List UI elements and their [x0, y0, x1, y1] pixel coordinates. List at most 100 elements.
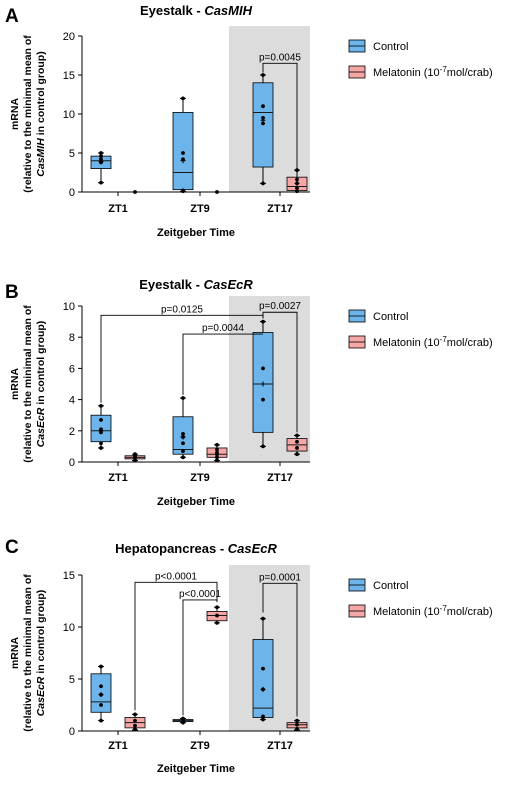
data-point — [215, 447, 219, 452]
data-point — [99, 446, 103, 450]
data-point — [181, 96, 185, 101]
y-axis-label-line: mRNA — [9, 637, 21, 670]
box — [172, 112, 194, 191]
data-point — [133, 723, 137, 728]
melatonin-box-zt1 — [124, 712, 146, 731]
y-axis-label-text: in control group) — [35, 590, 47, 677]
y-axis-label-line: CasMIH in control group) — [35, 51, 47, 176]
melatonin-box-zt1 — [124, 452, 146, 463]
data-point — [99, 403, 103, 408]
chart-title: Eyestalk - CasEcR — [139, 277, 253, 292]
data-point — [181, 396, 185, 400]
data-point — [99, 417, 103, 422]
y-axis-label-text: in control group) — [35, 51, 47, 138]
chart-title-text: Eyestalk - — [140, 3, 204, 18]
bracket-line — [134, 581, 218, 711]
data-point — [295, 186, 299, 191]
data-point — [295, 189, 299, 194]
y-tick-label: 20 — [63, 31, 75, 43]
x-tick-label: ZT1 — [108, 740, 128, 752]
bracket-line — [262, 311, 298, 433]
data-point — [215, 450, 219, 455]
melatonin-box-zt9 — [206, 442, 228, 463]
data-point — [215, 442, 219, 447]
p-value-label: p<0.0001 — [179, 589, 221, 600]
y-tick-label: 10 — [63, 622, 75, 634]
x-tick-label: ZT1 — [108, 472, 128, 484]
legend-label-control: Control — [373, 580, 408, 592]
legend-label-melatonin: Melatonin (10-7mol/crab) — [373, 65, 493, 79]
bracket-line — [262, 62, 298, 169]
bracket-line — [182, 599, 218, 716]
y-tick-label: 0 — [69, 187, 75, 199]
mean-marker — [294, 180, 300, 186]
chart-title-text: Hepatopancreas - — [115, 541, 228, 556]
y-tick-label: 6 — [69, 363, 75, 375]
data-point — [295, 433, 299, 438]
data-point — [99, 703, 103, 707]
y-tick-label: 8 — [69, 332, 75, 344]
legend-label-melatonin: Melatonin (10-7mol/crab) — [373, 335, 493, 349]
significance-bracket: p=0.0045 — [259, 52, 301, 169]
data-point — [295, 177, 299, 182]
data-point — [215, 605, 219, 610]
chart-title-gene: CasEcR — [228, 541, 278, 556]
melatonin-box-zt17 — [286, 168, 308, 194]
data-point — [295, 439, 299, 444]
significance-bracket: p=0.0001 — [259, 572, 301, 717]
y-tick-label: 10 — [63, 301, 75, 313]
panel-a: A Eyestalk - CasMIH 0 5 10 15 20 ZT1 ZT9 ZT17 Zeit… — [5, 3, 493, 239]
y-axis-label: mRNA (relative to the minimal mean of CasE… — [9, 305, 47, 463]
data-point — [295, 446, 299, 450]
significance-bracket: p<0.0001 — [134, 571, 218, 711]
legend-label-part: Melatonin (10 — [373, 67, 440, 79]
y-axis-label-gene: CasEcR — [35, 407, 47, 447]
mean-marker — [260, 381, 266, 387]
mean-marker — [180, 434, 186, 440]
x-axis-label: Zeitgeber Time — [157, 227, 235, 239]
x-tick-label: ZT9 — [190, 472, 210, 484]
data-point — [295, 722, 299, 727]
significance-bracket: p=0.0027 — [259, 301, 301, 433]
box — [252, 639, 274, 718]
data-point — [295, 452, 299, 457]
y-axis-label-gene: CasEcR — [35, 676, 47, 716]
y-tick-label: 2 — [69, 426, 75, 438]
data-point — [181, 449, 185, 453]
y-axis-label-line: (relative to the minimal mean of — [22, 305, 34, 463]
x-tick-label: ZT9 — [190, 740, 210, 752]
y-axis-label-line: mRNA — [9, 368, 21, 401]
mean-marker — [98, 428, 104, 434]
data-point — [215, 613, 219, 618]
mean-marker — [260, 686, 266, 692]
data-point — [133, 727, 137, 731]
legend: Control Melatonin (10-7mol/crab) — [348, 578, 493, 618]
data-point — [261, 319, 265, 324]
mean-marker — [180, 158, 186, 164]
data-point — [261, 666, 265, 671]
y-tick-label: 15 — [63, 70, 75, 82]
y-tick-label: 15 — [63, 570, 75, 582]
data-point — [215, 458, 219, 463]
y-tick-label: 5 — [69, 148, 75, 160]
x-tick-label: ZT1 — [108, 203, 128, 215]
data-point — [99, 180, 103, 185]
legend-label-superscript: -7 — [440, 335, 448, 344]
data-point — [295, 718, 299, 723]
data-point — [99, 664, 103, 669]
data-point — [261, 366, 265, 371]
x-tick-label: ZT17 — [267, 203, 293, 215]
control-box-zt1 — [90, 664, 112, 723]
x-tick-label: ZT17 — [267, 472, 293, 484]
data-point — [181, 455, 185, 460]
panel-letter: C — [5, 537, 19, 558]
legend-label-control: Control — [373, 41, 408, 53]
data-point — [133, 458, 137, 463]
legend-label-part: mol/crab) — [447, 337, 493, 349]
data-point — [99, 684, 103, 689]
data-point — [133, 190, 137, 194]
p-value-label: p<0.0001 — [155, 571, 197, 582]
data-point — [133, 712, 137, 717]
x-axis-label: Zeitgeber Time — [157, 496, 235, 508]
